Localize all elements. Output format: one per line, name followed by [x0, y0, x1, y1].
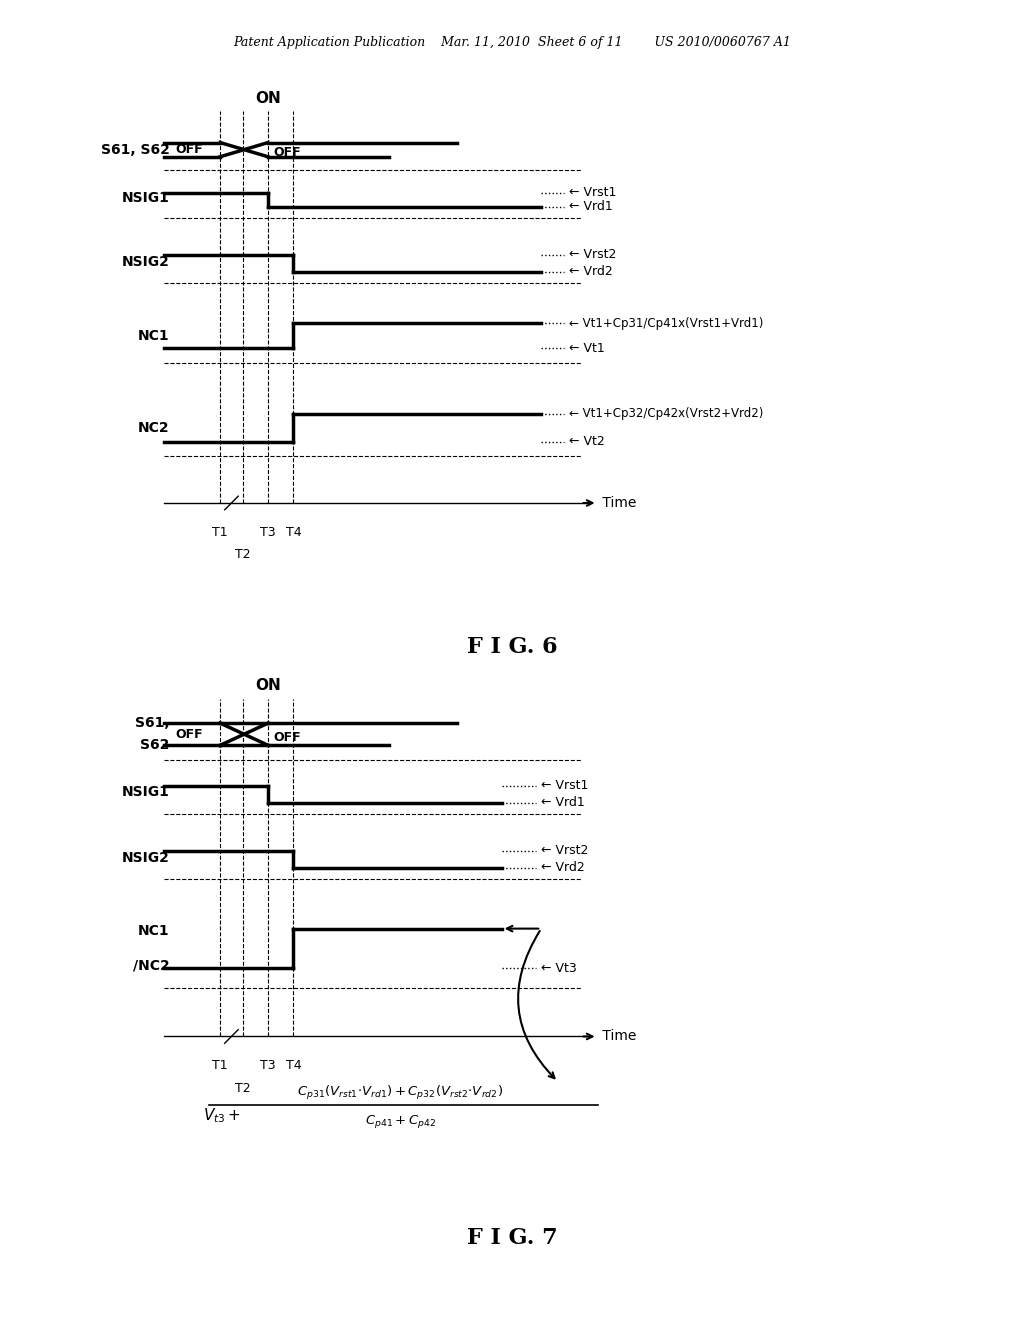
Text: F I G. 6: F I G. 6 [467, 636, 557, 657]
Text: OFF: OFF [273, 147, 301, 158]
Text: T2: T2 [234, 548, 251, 561]
Text: NSIG2: NSIG2 [122, 850, 170, 865]
Text: /NC2: /NC2 [133, 958, 170, 973]
Text: ON: ON [255, 91, 281, 106]
Text: ← Vt1+Cp32/Cp42x(Vrst2+Vrd2): ← Vt1+Cp32/Cp42x(Vrst2+Vrd2) [569, 408, 764, 420]
Text: ← Vt3: ← Vt3 [542, 962, 577, 975]
Text: ← Vt1: ← Vt1 [569, 342, 605, 355]
Text: F I G. 7: F I G. 7 [467, 1228, 557, 1249]
Text: ← Vrd2: ← Vrd2 [542, 862, 585, 874]
Text: NC1: NC1 [138, 924, 170, 939]
Text: ← Vrd2: ← Vrd2 [569, 265, 613, 279]
Text: $V_{t3}+$: $V_{t3}+$ [203, 1106, 242, 1125]
Text: ← Vrst2: ← Vrst2 [542, 845, 589, 858]
Text: NC1: NC1 [138, 329, 170, 343]
Text: NSIG2: NSIG2 [122, 255, 170, 269]
Text: ← Vrd1: ← Vrd1 [569, 201, 613, 214]
Text: NSIG1: NSIG1 [122, 785, 170, 800]
Text: T3: T3 [260, 1059, 275, 1072]
Text: ON: ON [255, 678, 281, 693]
Text: OFF: OFF [175, 143, 203, 156]
Text: OFF: OFF [175, 727, 203, 741]
Text: T4: T4 [286, 1059, 301, 1072]
Text: Patent Application Publication    Mar. 11, 2010  Sheet 6 of 11        US 2010/00: Patent Application Publication Mar. 11, … [233, 36, 791, 49]
Text: ← Vrst2: ← Vrst2 [569, 248, 616, 261]
Text: S61, S62: S61, S62 [100, 143, 170, 157]
Text: ← Vrst1: ← Vrst1 [542, 779, 589, 792]
Text: S61,: S61, [135, 717, 170, 730]
Text: S62: S62 [140, 738, 170, 752]
Text: ← Vt1+Cp31/Cp41x(Vrst1+Vrd1): ← Vt1+Cp31/Cp41x(Vrst1+Vrd1) [569, 317, 764, 330]
Text: ← Vt2: ← Vt2 [569, 436, 605, 449]
Text: ← Vrd1: ← Vrd1 [542, 796, 585, 809]
Text: T3: T3 [260, 525, 275, 539]
Text: ← Vrst1: ← Vrst1 [569, 186, 616, 199]
Text: $C_{p41}+C_{p42}$: $C_{p41}+C_{p42}$ [365, 1113, 436, 1130]
Text: $C_{p31}(V_{rst1}{\cdot}V_{rd1})+C_{p32}(V_{rst2}{\cdot}V_{rd2})$: $C_{p31}(V_{rst1}{\cdot}V_{rd1})+C_{p32}… [297, 1084, 504, 1102]
Text: Time: Time [598, 1030, 636, 1044]
Text: Time: Time [598, 496, 636, 510]
Text: T2: T2 [234, 1082, 251, 1094]
Text: NC2: NC2 [138, 421, 170, 434]
Text: OFF: OFF [273, 730, 301, 743]
Text: T1: T1 [212, 1059, 228, 1072]
Text: T1: T1 [212, 525, 228, 539]
Text: T4: T4 [286, 525, 301, 539]
Text: NSIG1: NSIG1 [122, 191, 170, 205]
